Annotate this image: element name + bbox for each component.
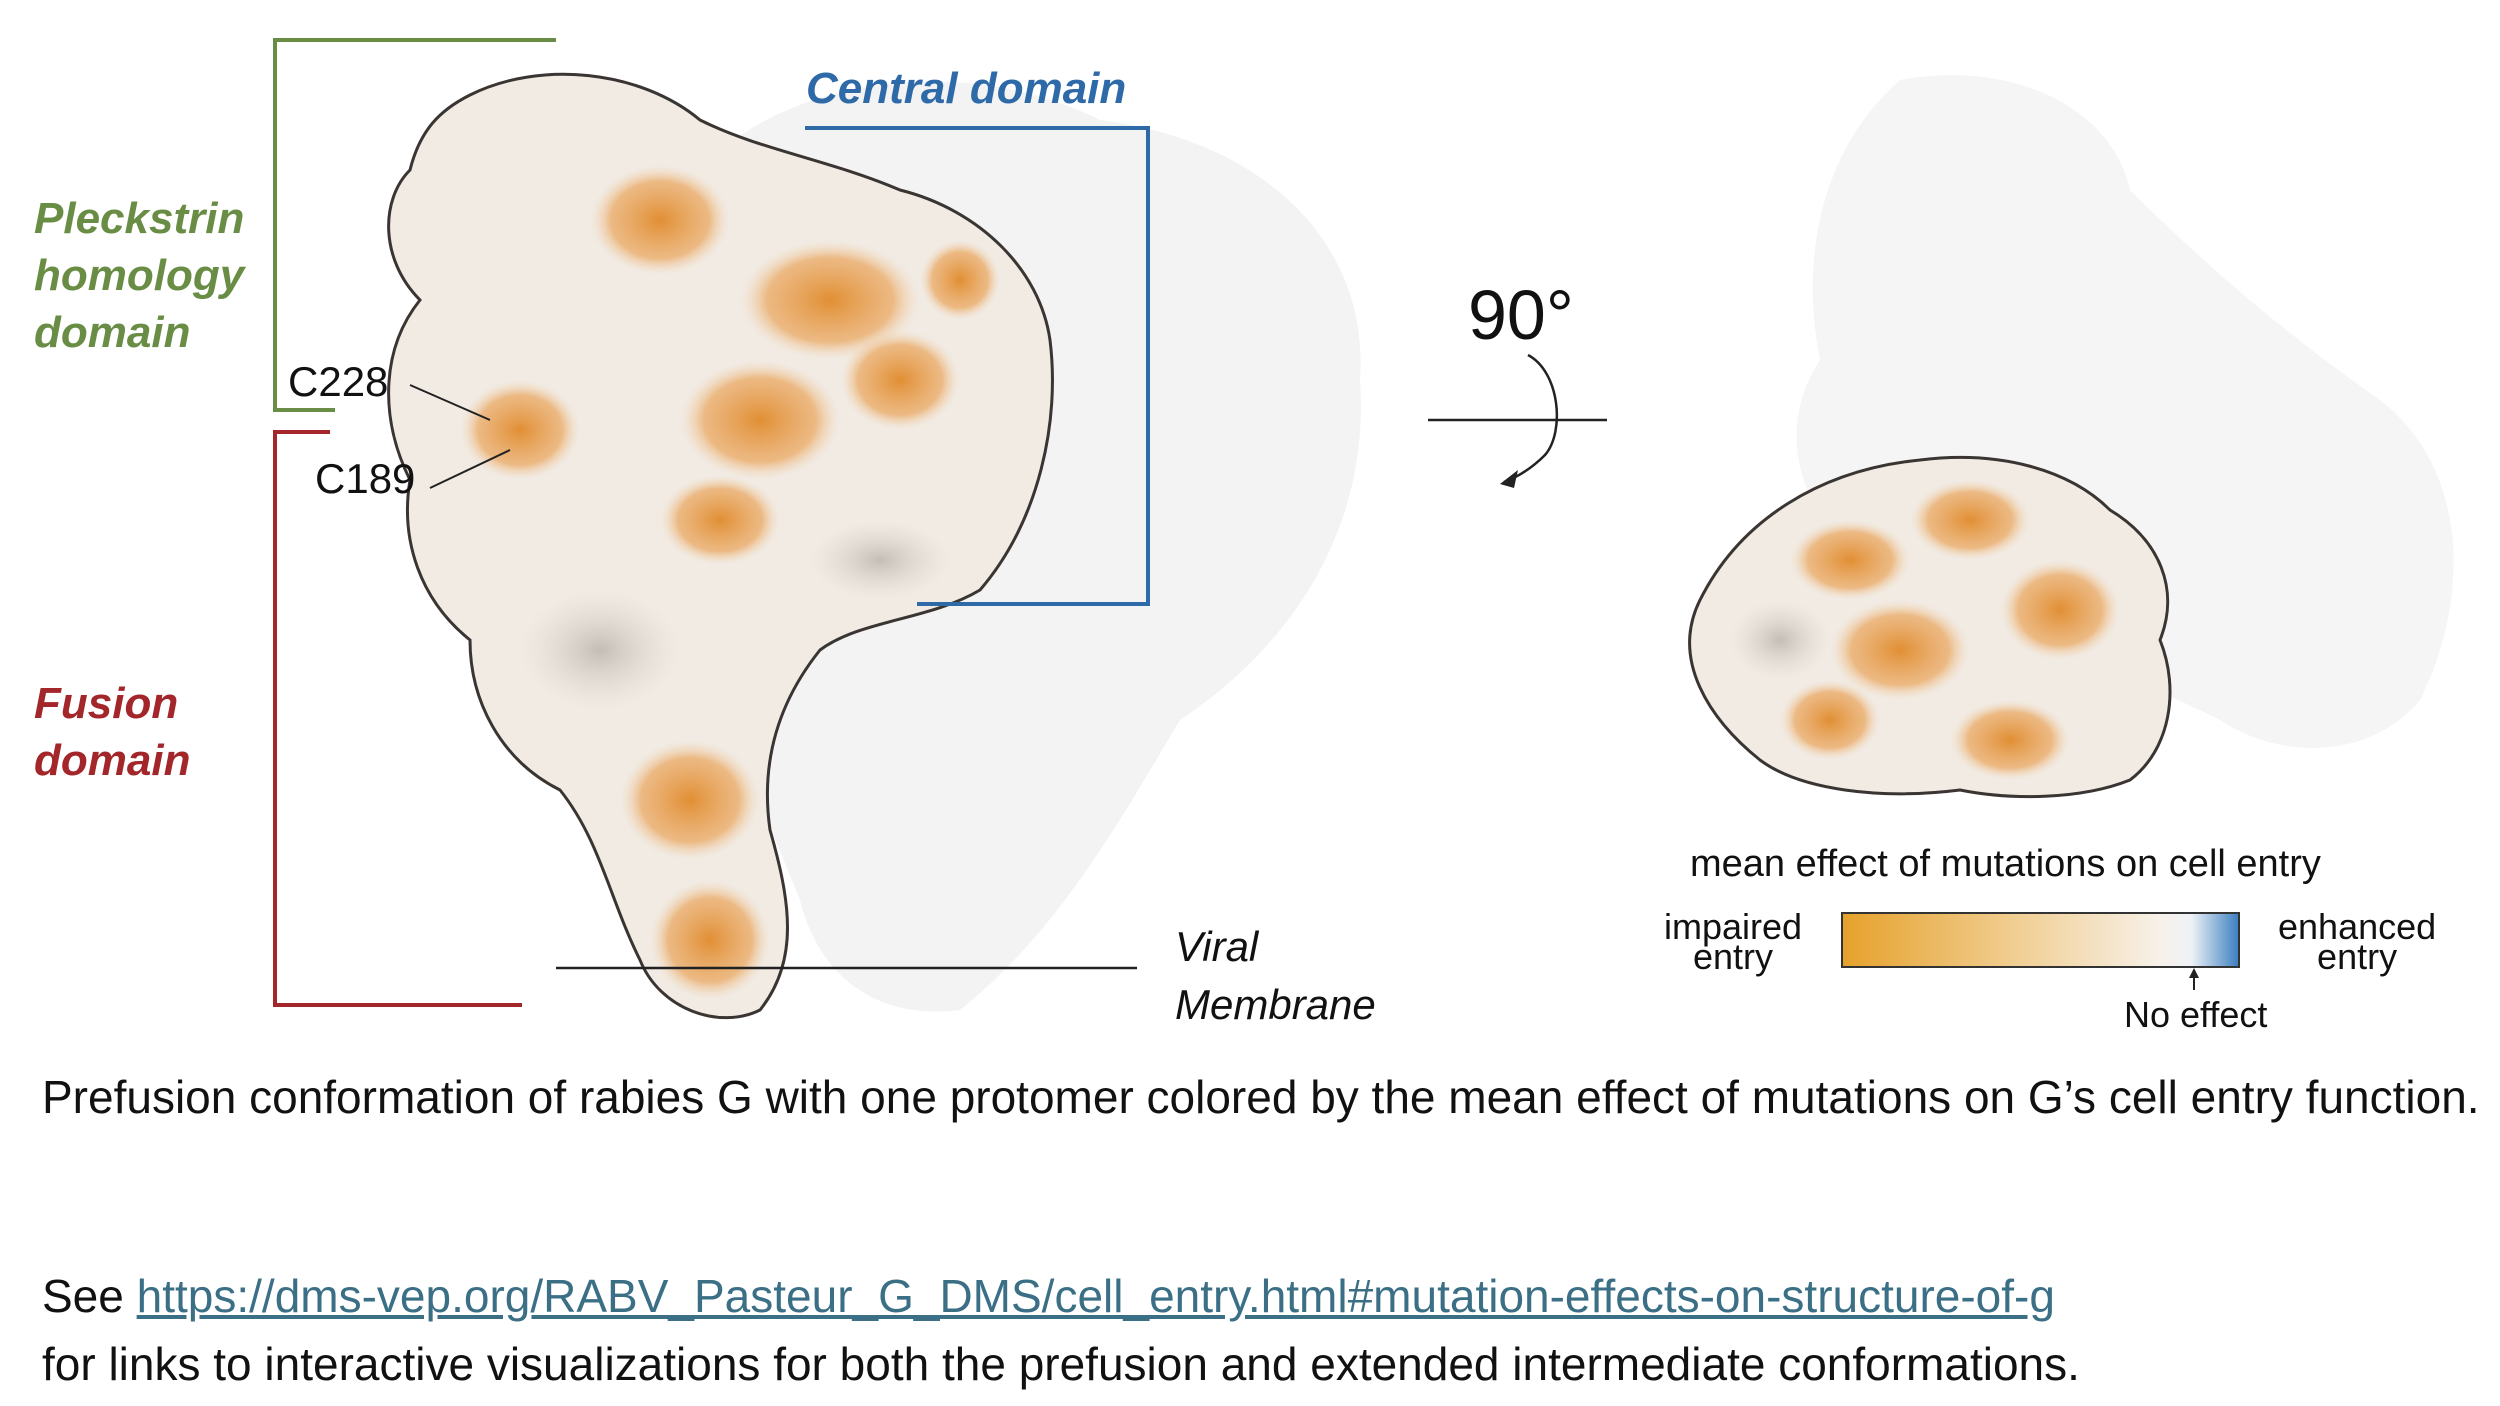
rotation-arrow-icon — [1428, 353, 1607, 488]
protein-structure-figure — [273, 38, 2454, 1020]
impaired-line-1: impaired — [1664, 906, 1803, 947]
protomer-surface-right — [1688, 456, 2172, 799]
c228-pointer — [409, 384, 491, 421]
membrane-line-2: Membrane — [1175, 981, 1376, 1028]
fusion-line-1: Fusion — [34, 679, 179, 728]
legend-enhanced-label: enhanced entry — [2278, 906, 2437, 977]
pleckstrin-domain-label: Pleckstrin homology domain — [34, 190, 244, 362]
fusion-domain-label: Fusion domain — [34, 675, 190, 789]
no-effect-marker — [2189, 968, 2199, 990]
fusion-line-2: domain — [34, 736, 191, 786]
caption-see-text: See — [42, 1270, 137, 1322]
legend-colorbar — [1841, 912, 2240, 968]
fusion-domain-bracket — [273, 430, 522, 1007]
legend-impaired-label: impaired entry — [1664, 906, 1803, 977]
caption-see-line: See https://dms-vep.org/RABV_Pasteur_G_D… — [42, 1262, 2482, 1330]
residue-c228-label: C228 — [288, 358, 389, 405]
central-domain-label: Central domain — [806, 64, 1127, 113]
legend-title: mean effect of mutations on cell entry — [1690, 843, 2321, 885]
pleckstrin-line-2: homology — [34, 251, 245, 301]
residue-c189-label: C189 — [315, 455, 416, 502]
rotation-label: 90° — [1468, 276, 1574, 354]
dms-vep-link[interactable]: https://dms-vep.org/RABV_Pasteur_G_DMS/c… — [136, 1270, 2055, 1322]
pleckstrin-line-1: Pleckstrin — [34, 194, 245, 243]
central-domain-bracket — [805, 126, 1150, 606]
membrane-line-1: Viral — [1175, 923, 1259, 970]
protomer-surface-left — [387, 72, 1054, 1020]
legend-no-effect-label: No effect — [2124, 994, 2268, 1035]
impaired-line-2: entry — [1693, 936, 1774, 977]
caption-line-3: for links to interactive visualizations … — [42, 1338, 2080, 1390]
caption-line-1: Prefusion conformation of rabies G with … — [42, 1071, 2480, 1123]
viral-membrane-label: Viral Membrane — [1175, 918, 1376, 1034]
pleckstrin-line-3: domain — [34, 308, 191, 358]
enhanced-line-1: enhanced — [2278, 906, 2437, 947]
pleckstrin-domain-bracket — [273, 38, 556, 412]
c189-pointer — [429, 449, 511, 489]
enhanced-line-2: entry — [2317, 936, 2398, 977]
